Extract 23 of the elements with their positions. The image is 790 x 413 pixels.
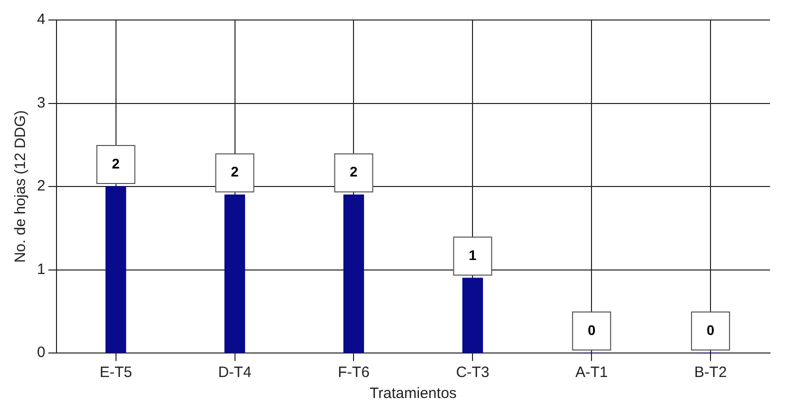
x-tick-label: C-T3	[456, 364, 490, 382]
bar	[462, 278, 483, 353]
x-tick-label: F-T6	[338, 364, 370, 382]
data-label: 2	[230, 164, 239, 180]
bar	[105, 186, 126, 353]
data-label: 2	[112, 155, 120, 172]
x-tick-label: A-T1	[575, 364, 608, 382]
data-label: 1	[468, 246, 477, 263]
data-label: 0	[588, 322, 596, 338]
x-tick-label: D-T4	[218, 364, 252, 382]
y-tick-label: 0	[37, 344, 46, 362]
x-axis-title: Tratamientos	[370, 385, 457, 402]
x-tick-label: B-T2	[694, 364, 727, 382]
y-tick-label: 3	[37, 94, 46, 112]
y-tick-label: 2	[37, 178, 46, 195]
data-label: 2	[350, 164, 358, 180]
bar	[224, 194, 246, 353]
y-tick-label: 1	[37, 260, 46, 278]
y-axis-title: No. de hojas (12 DDG)	[12, 110, 30, 263]
bar	[343, 194, 364, 353]
data-label: 0	[706, 322, 715, 338]
x-tick-label: E-T5	[100, 364, 132, 382]
y-tick-label: 4	[37, 11, 46, 28]
